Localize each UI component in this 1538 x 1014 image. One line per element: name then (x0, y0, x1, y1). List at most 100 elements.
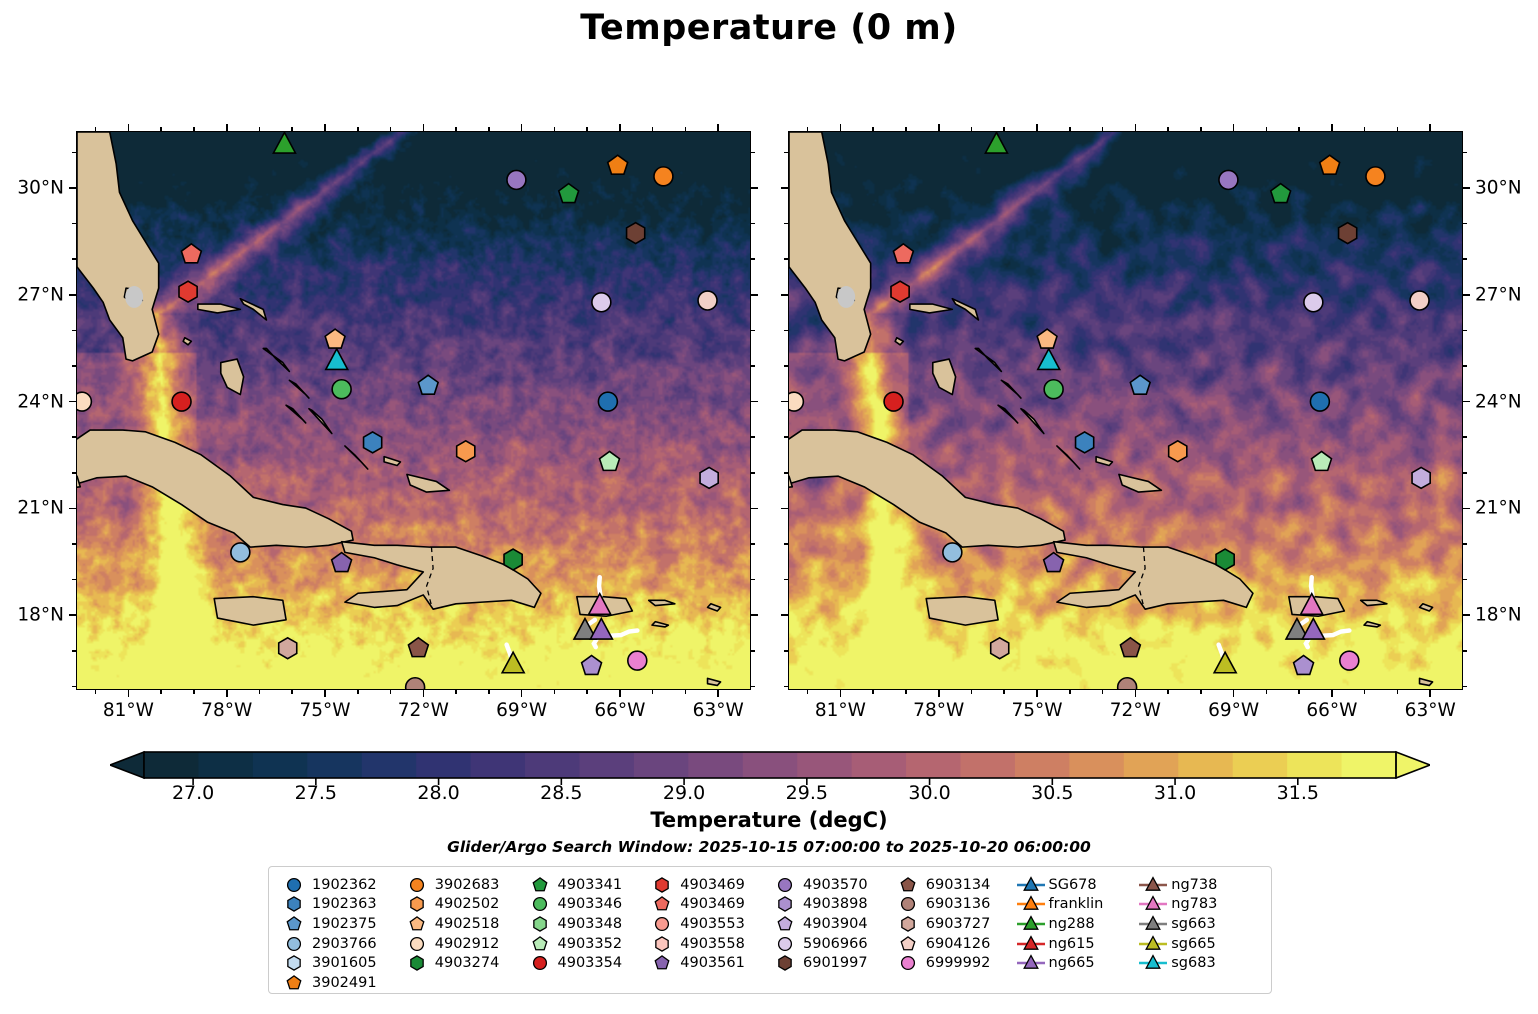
map-marker-4903570[interactable] (1218, 169, 1239, 191)
map-marker-4902518[interactable] (1036, 328, 1058, 349)
map-panel-rtofs[interactable]: RTOFS - 2025-10-20 06:00:00 (76, 131, 751, 690)
legend-item[interactable]: 4902502 (402, 895, 525, 915)
map-marker-1902362[interactable] (1309, 391, 1331, 412)
legend-item[interactable]: 4903352 (525, 934, 648, 954)
map-panel-espc[interactable]: ESPC - 2025-10-20 06:00:00 (788, 131, 1463, 690)
legend-item[interactable]: ng783 (1138, 895, 1261, 915)
legend-item[interactable]: 4903354 (525, 953, 648, 973)
legend-item[interactable]: 6904126 (893, 934, 1016, 954)
legend-item[interactable]: 4903553 (647, 914, 770, 934)
map-marker-4902518[interactable] (324, 328, 346, 349)
legend-item[interactable]: 3902683 (402, 875, 525, 895)
legend-item[interactable]: 4903570 (770, 875, 893, 895)
map-marker-ng288[interactable] (272, 132, 297, 154)
map-marker-2903766[interactable] (230, 542, 251, 563)
map-marker-6904126[interactable] (1409, 290, 1430, 311)
map-marker-1902363[interactable] (1074, 431, 1095, 454)
map-marker-6903727[interactable] (277, 636, 298, 660)
map-marker-ng288[interactable] (984, 132, 1009, 154)
map-marker-6999992[interactable] (1339, 650, 1360, 671)
map-marker-3902683[interactable] (1365, 166, 1386, 187)
map-marker-6903136[interactable] (404, 676, 426, 689)
legend-item[interactable]: 1902375 (279, 914, 402, 934)
map-marker-2903766[interactable] (942, 542, 963, 563)
map-marker-ng665[interactable] (589, 616, 614, 640)
map-marker-sg683[interactable] (324, 347, 350, 371)
map-marker-3902683[interactable] (653, 166, 674, 187)
map-marker-4903341[interactable] (557, 182, 580, 204)
map-marker-4903898[interactable] (580, 654, 603, 676)
map-marker-4902502[interactable] (1167, 439, 1188, 463)
legend-item[interactable]: 6903136 (893, 895, 1016, 915)
legend-item[interactable]: 4903898 (770, 895, 893, 915)
map-marker-6999992[interactable] (627, 650, 648, 671)
legend-item[interactable]: 6903727 (893, 914, 1016, 934)
map-marker-4903904[interactable] (699, 466, 719, 490)
map-marker-4903469[interactable] (892, 242, 915, 264)
legend-item[interactable]: 5906966 (770, 934, 893, 954)
legend-item[interactable]: 6903134 (893, 875, 1016, 895)
legend-item[interactable]: 4902912 (402, 934, 525, 954)
map-marker-1902363[interactable] (362, 431, 383, 454)
legend-item[interactable]: ng738 (1138, 875, 1261, 895)
map-marker-3902491[interactable] (1318, 154, 1341, 175)
legend-item[interactable]: 6999992 (893, 953, 1016, 973)
map-marker-sg665[interactable] (500, 650, 526, 674)
map-marker-4903354[interactable] (171, 391, 192, 412)
map-marker-4903469[interactable] (890, 280, 910, 304)
map-marker-6901997[interactable] (625, 221, 646, 245)
map-marker-5906966[interactable] (1303, 292, 1324, 313)
map-marker-sg663[interactable] (572, 616, 598, 640)
map-marker-4903469[interactable] (180, 242, 203, 264)
legend-item[interactable]: 4903274 (402, 953, 525, 973)
legend-item[interactable]: 2903766 (279, 934, 402, 954)
map-marker-4903274[interactable] (503, 548, 523, 571)
legend-item[interactable]: 3902491 (279, 973, 402, 993)
legend-item[interactable]: 4903341 (525, 875, 648, 895)
legend-item[interactable]: 6901997 (770, 953, 893, 973)
legend-item[interactable]: SG678 (1016, 875, 1139, 895)
map-marker-6901997[interactable] (1337, 221, 1358, 245)
legend-item[interactable]: ng288 (1016, 914, 1139, 934)
legend-item[interactable]: 4902518 (402, 914, 525, 934)
map-marker-4903354[interactable] (883, 391, 904, 412)
legend-item[interactable]: 4903469 (647, 895, 770, 915)
map-marker-ng783[interactable] (1299, 591, 1325, 616)
legend-item[interactable]: ng615 (1016, 934, 1139, 954)
map-marker-sg683[interactable] (1036, 347, 1062, 371)
map-marker-4903346[interactable] (1043, 378, 1064, 400)
legend-item[interactable]: sg683 (1138, 953, 1261, 973)
legend-item[interactable]: 4903561 (647, 953, 770, 973)
map-marker-6903134[interactable] (407, 636, 430, 658)
map-marker-4902912[interactable] (77, 391, 93, 412)
map-marker-4902502[interactable] (455, 439, 476, 463)
map-marker-6904126[interactable] (697, 290, 718, 311)
legend-item[interactable]: ng665 (1016, 953, 1139, 973)
map-marker-4903274[interactable] (1215, 548, 1235, 571)
map-marker-4902912[interactable] (789, 391, 805, 412)
map-marker-4903570[interactable] (506, 169, 527, 191)
legend-item[interactable]: 4903558 (647, 934, 770, 954)
map-marker-1902375[interactable] (1129, 374, 1152, 395)
map-marker-3902491[interactable] (606, 154, 629, 175)
legend-item[interactable]: 4903346 (525, 895, 648, 915)
legend-item[interactable]: sg665 (1138, 934, 1261, 954)
map-marker-4903341[interactable] (1269, 182, 1292, 204)
map-marker-4903352[interactable] (1310, 450, 1333, 472)
legend-item[interactable]: 1902362 (279, 875, 402, 895)
map-marker-4903561[interactable] (330, 551, 353, 573)
map-marker-4903904[interactable] (1411, 466, 1431, 490)
legend-item[interactable]: 3901605 (279, 953, 402, 973)
map-marker-sg665[interactable] (1212, 650, 1238, 674)
legend-item[interactable]: 4903348 (525, 914, 648, 934)
map-marker-4903346[interactable] (331, 378, 352, 400)
legend-item[interactable]: 4903904 (770, 914, 893, 934)
map-marker-ng665[interactable] (1301, 616, 1326, 640)
map-marker-4903352[interactable] (598, 450, 621, 472)
map-marker-4903561[interactable] (1042, 551, 1065, 573)
map-marker-4903898[interactable] (1292, 654, 1315, 676)
map-marker-6903727[interactable] (989, 636, 1010, 660)
map-marker-1902362[interactable] (597, 391, 619, 412)
map-marker-6903134[interactable] (1119, 636, 1142, 658)
map-marker-1902375[interactable] (417, 374, 440, 395)
